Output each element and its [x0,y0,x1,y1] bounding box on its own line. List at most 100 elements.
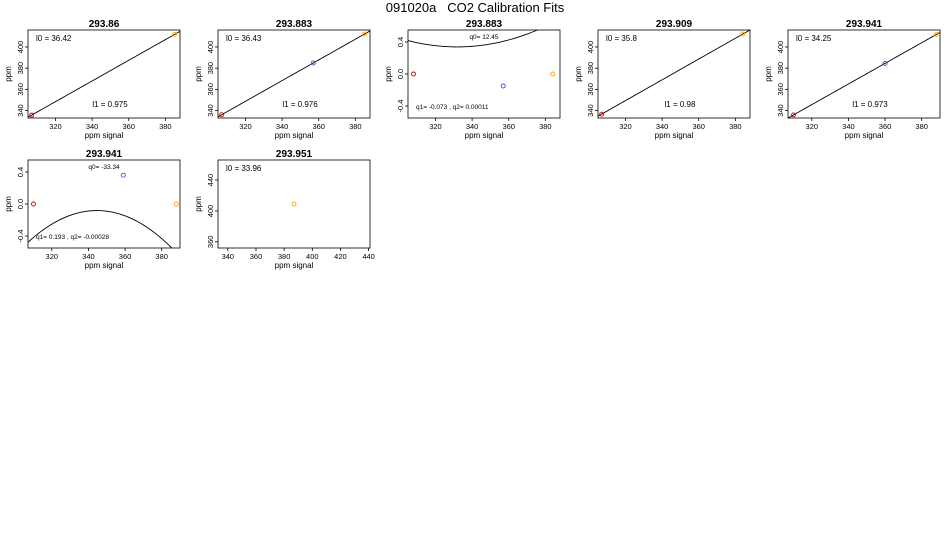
data-point [791,112,796,118]
fit-annotation: l1 = 0.976 [282,100,318,109]
data-point [172,32,177,37]
x-tick-label: 380 [159,122,172,131]
x-axis-label: ppm signal [275,131,314,140]
x-tick-label: 440 [362,252,375,261]
fit-curve [408,30,539,48]
y-tick-label: 360 [776,83,785,96]
fit-curve [788,32,940,118]
fit-annotation: l0 = 36.43 [226,34,262,43]
x-axis-label: ppm signal [275,261,314,270]
fit-curve [218,30,370,118]
data-point [120,172,126,178]
panel-title: 293.883 [466,19,503,30]
plot-frame [787,29,941,119]
panel-title: 293.909 [656,19,693,30]
data-point [291,201,297,207]
x-tick-label: 320 [46,252,59,261]
x-tick-label: 360 [122,122,135,131]
y-axis-label: ppm [194,66,203,82]
y-tick-label: 360 [16,83,25,96]
panel-3: 293.883 320 340 360 380 -0.4 0.0 0.4 ppm signal p… [384,19,561,140]
plot-frame [217,159,371,249]
plot-frame [217,29,371,119]
y-tick-label: -0.4 [396,100,405,113]
panel-title: 293.941 [86,149,123,160]
x-tick-label: 320 [619,122,632,131]
x-tick-label: 360 [502,122,515,131]
panel-title: 293.86 [89,19,120,30]
x-tick-label: 340 [222,252,235,261]
y-axis-label: ppm [384,66,393,82]
x-tick-label: 340 [276,122,289,131]
fit-curve [28,30,180,118]
y-tick-label: 0.0 [396,69,405,79]
data-point [933,32,939,37]
x-tick-label: 360 [692,122,705,131]
y-axis-label: ppm [194,196,203,212]
x-tick-label: 340 [82,252,95,261]
x-tick-label: 340 [842,122,855,131]
y-tick-label: 360 [586,83,595,96]
x-tick-label: 320 [429,122,442,131]
x-tick-label: 320 [49,122,62,131]
data-point [31,201,36,207]
fit-annotation: q1= 0.193 , q2= -0.00028 [36,234,109,241]
fit-annotation: l0 = 34.25 [796,34,832,43]
y-tick-label: 400 [776,41,785,54]
panel-title: 293.941 [846,19,883,30]
y-tick-label: 340 [776,104,785,117]
fit-annotation: q1= -0.073 , q2= 0.00011 [416,104,489,111]
y-tick-label: 400 [586,41,595,54]
x-tick-label: 320 [806,122,819,131]
y-tick-label: 400 [16,41,25,54]
fit-annotation: l0 = 35.8 [606,34,637,43]
panel-5: 293.941 320 340 360 380 340 360 380 400 ppm signa… [764,19,941,140]
x-tick-label: 360 [879,122,892,131]
data-point [173,201,179,207]
x-tick-label: 380 [349,122,362,131]
fit-curve [28,210,173,248]
x-tick-label: 380 [278,252,291,261]
y-tick-label: 0.0 [16,199,25,209]
fit-curve [598,30,750,117]
x-tick-label: 340 [656,122,669,131]
y-axis-label: ppm [4,66,13,82]
x-tick-label: 380 [539,122,552,131]
panel-7: 293.951 340 360 380 400 420 440 360 400 440 ppm si… [194,149,375,270]
data-point [362,31,367,37]
fit-annotation: q0= 12.45 [469,34,498,41]
fit-annotation: l1 = 0.975 [92,100,128,109]
data-point [882,60,888,66]
panel-6: 293.941 320 340 360 380 -0.4 0.0 0.4 ppm signal p… [4,149,181,270]
data-point [219,112,225,118]
y-tick-label: 360 [206,236,215,249]
y-axis-label: ppm [4,196,13,212]
y-tick-label: 380 [776,62,785,75]
panel-1: 293.86 320 340 360 380 340 360 380 400 ppm signal… [4,19,181,140]
y-tick-label: 0.4 [396,37,405,47]
x-tick-label: 340 [466,122,479,131]
x-axis-label: ppm signal [85,131,124,140]
plot-frame [27,29,181,119]
y-axis-label: ppm [764,66,773,82]
y-tick-label: 400 [206,41,215,54]
x-axis-label: ppm signal [465,131,504,140]
fit-annotation: l1 = 0.98 [665,100,696,109]
data-point [550,71,556,77]
x-tick-label: 400 [306,252,319,261]
page-title: 091020a CO2 Calibration Fits [385,0,565,15]
x-axis-label: ppm signal [85,261,124,270]
fit-annotation: q0= -33.34 [88,164,120,171]
x-tick-label: 420 [334,252,347,261]
y-tick-label: 440 [206,174,215,187]
y-tick-label: 0.4 [16,167,25,177]
x-tick-label: 360 [312,122,325,131]
x-axis-label: ppm signal [655,131,694,140]
data-point [310,60,316,66]
x-tick-label: 380 [915,122,928,131]
panel-title: 293.883 [276,19,313,30]
x-tick-label: 360 [119,252,132,261]
data-point [411,71,416,77]
x-tick-label: 340 [86,122,99,131]
